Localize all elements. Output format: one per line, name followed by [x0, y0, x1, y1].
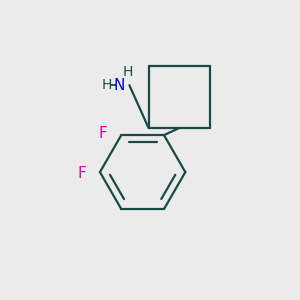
Text: F: F [98, 126, 107, 141]
Text: H: H [101, 78, 112, 92]
Text: H: H [123, 65, 133, 79]
Text: F: F [77, 166, 86, 181]
Text: N: N [113, 78, 125, 93]
